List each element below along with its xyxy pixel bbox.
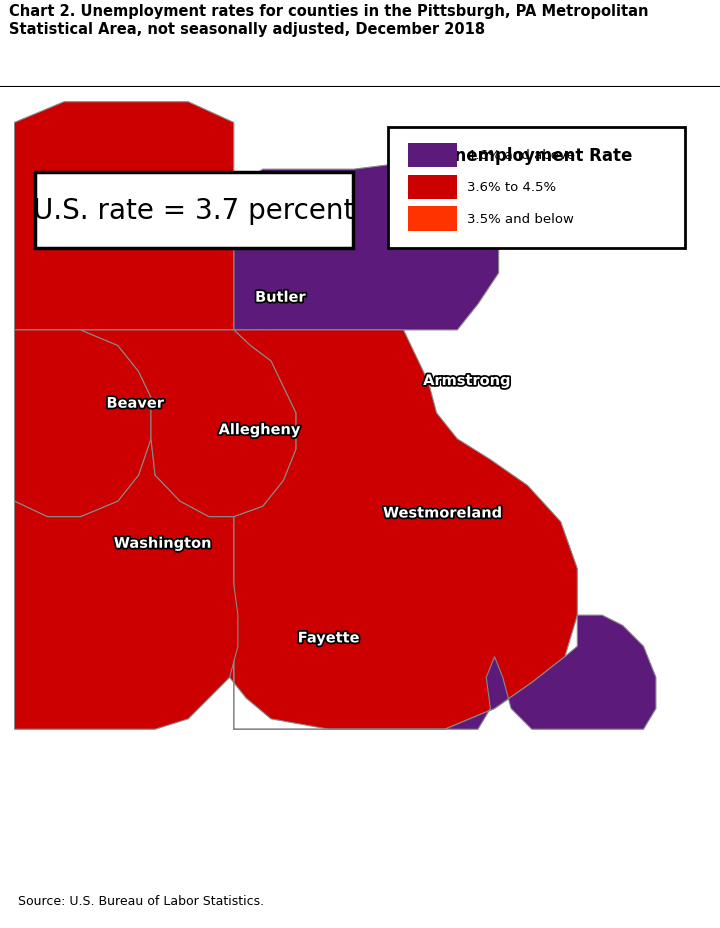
Polygon shape bbox=[230, 330, 577, 729]
Text: Westmoreland: Westmoreland bbox=[383, 506, 503, 521]
Polygon shape bbox=[81, 330, 296, 517]
Text: Source: U.S. Bureau of Labor Statistics.: Source: U.S. Bureau of Labor Statistics. bbox=[18, 895, 264, 907]
Polygon shape bbox=[234, 615, 656, 729]
Text: Butler: Butler bbox=[255, 290, 306, 305]
Text: U.S. rate = 3.7 percent: U.S. rate = 3.7 percent bbox=[33, 197, 355, 225]
Polygon shape bbox=[234, 165, 499, 330]
Text: Allegheny: Allegheny bbox=[219, 423, 301, 438]
Text: Fayette: Fayette bbox=[298, 631, 360, 646]
Polygon shape bbox=[14, 439, 238, 729]
Text: 4.6% and above: 4.6% and above bbox=[467, 149, 575, 162]
Bar bbox=[408, 175, 456, 200]
Text: Beaver: Beaver bbox=[107, 396, 164, 411]
Text: Washington: Washington bbox=[114, 536, 212, 551]
Text: 3.6% to 4.5%: 3.6% to 4.5% bbox=[467, 181, 557, 194]
Text: Unemployment Rate: Unemployment Rate bbox=[441, 147, 632, 164]
Text: Chart 2. Unemployment rates for counties in the Pittsburgh, PA Metropolitan
Stat: Chart 2. Unemployment rates for counties… bbox=[9, 5, 648, 37]
FancyBboxPatch shape bbox=[35, 174, 353, 249]
Bar bbox=[408, 207, 456, 231]
FancyBboxPatch shape bbox=[387, 128, 685, 249]
Bar bbox=[408, 144, 456, 168]
Polygon shape bbox=[14, 103, 234, 330]
Text: 3.5% and below: 3.5% and below bbox=[467, 213, 574, 226]
Polygon shape bbox=[14, 330, 151, 517]
Text: Armstrong: Armstrong bbox=[423, 374, 511, 389]
